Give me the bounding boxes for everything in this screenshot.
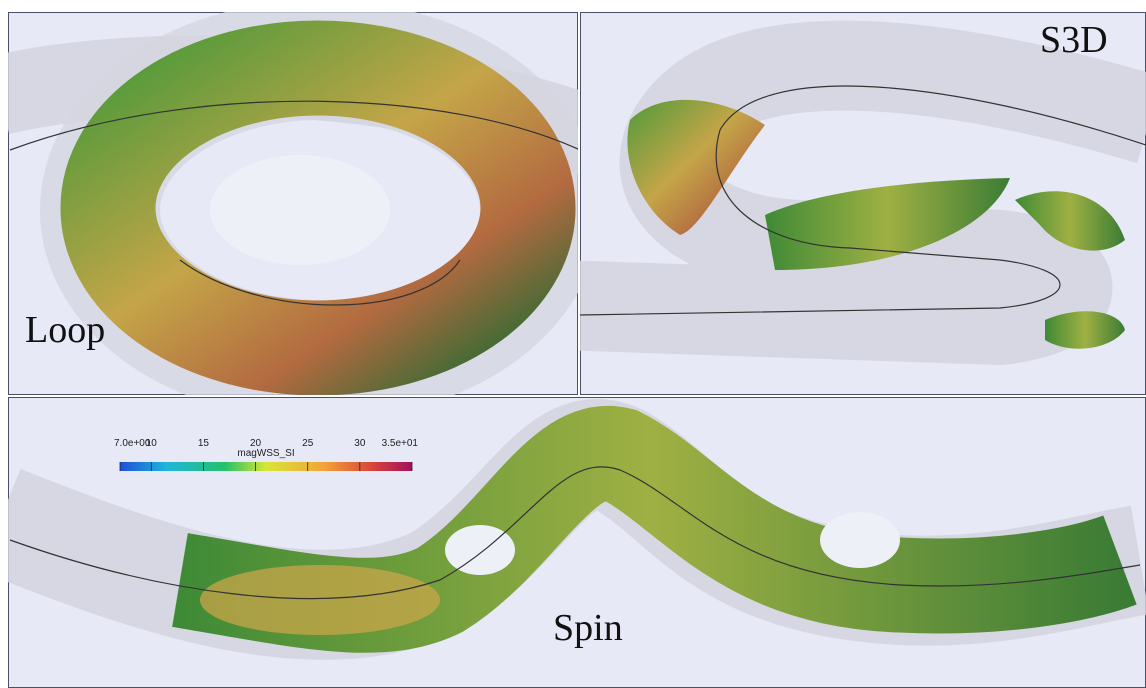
colorbar (120, 462, 412, 471)
colorbar-tick-label: 15 (198, 438, 210, 449)
colorbar-tick-label: 3.5e+01 (382, 438, 419, 449)
panel-label: Spin (553, 607, 623, 649)
loop-panel: Loop (0, 12, 600, 395)
colorbar-tick-label: 25 (302, 438, 314, 449)
tube-hole (820, 512, 900, 568)
wss-surface (200, 565, 440, 635)
colorbar-tick-label: 10 (146, 438, 158, 449)
s3d-panel: S3D (560, 12, 1146, 395)
tube-hole (210, 155, 390, 265)
figure: Loop S3D Spin magWSS_SI 7.0e+00101520253… (0, 0, 1146, 688)
panel-label: Loop (25, 309, 105, 351)
panel-label: S3D (1040, 19, 1108, 61)
colorbar-tick-label: 20 (250, 438, 262, 449)
colorbar-title: magWSS_SI (237, 448, 294, 459)
colorbar-tick-label: 30 (354, 438, 366, 449)
